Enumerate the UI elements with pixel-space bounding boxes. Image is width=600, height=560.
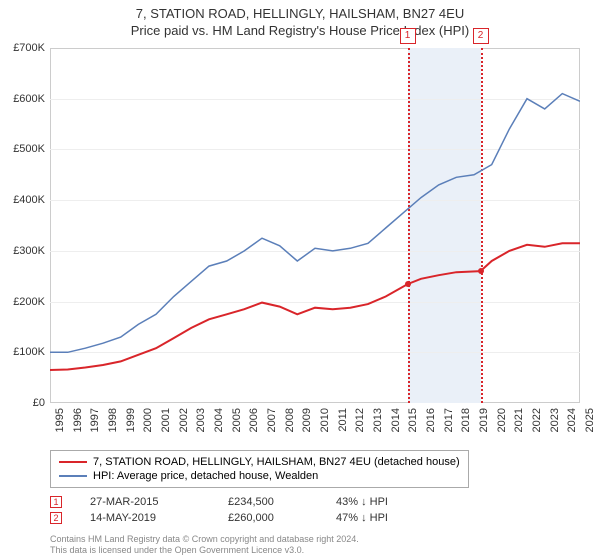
- x-tick-label: 2013: [372, 408, 384, 432]
- y-tick-label: £300K: [13, 245, 45, 257]
- chart-area: £0£100K£200K£300K£400K£500K£600K£700K199…: [50, 48, 580, 403]
- chart-title-line1: 7, STATION ROAD, HELLINGLY, HAILSHAM, BN…: [0, 0, 600, 21]
- x-tick-label: 1997: [89, 408, 101, 432]
- transaction-diff: 43% ↓ HPI: [336, 496, 426, 508]
- transaction-price: £234,500: [228, 496, 308, 508]
- x-tick-label: 2025: [584, 408, 596, 432]
- x-tick-label: 2020: [496, 408, 508, 432]
- series-svg: [50, 48, 580, 403]
- footer: Contains HM Land Registry data © Crown c…: [50, 534, 359, 556]
- x-tick-label: 2007: [266, 408, 278, 432]
- x-tick-label: 2009: [301, 408, 313, 432]
- x-tick-label: 2018: [460, 408, 472, 432]
- x-tick-label: 1999: [125, 408, 137, 432]
- x-tick-label: 2005: [231, 408, 243, 432]
- x-tick-label: 2024: [566, 408, 578, 432]
- legend-label: 7, STATION ROAD, HELLINGLY, HAILSHAM, BN…: [93, 456, 460, 468]
- x-tick-label: 1995: [54, 408, 66, 432]
- legend-item: 7, STATION ROAD, HELLINGLY, HAILSHAM, BN…: [59, 455, 460, 469]
- plot-inner: [50, 48, 580, 403]
- x-tick-label: 2008: [284, 408, 296, 432]
- data-point-marker: [405, 281, 411, 287]
- chart-title-line2: Price paid vs. HM Land Registry's House …: [0, 21, 600, 38]
- legend-swatch: [59, 461, 87, 463]
- transaction-price: £260,000: [228, 512, 308, 524]
- x-tick-label: 2012: [354, 408, 366, 432]
- x-tick-label: 2014: [390, 408, 402, 432]
- x-tick-label: 2006: [248, 408, 260, 432]
- legend-swatch: [59, 475, 87, 477]
- x-tick-label: 2011: [337, 408, 349, 432]
- x-tick-label: 2021: [513, 408, 525, 432]
- x-tick-label: 2003: [195, 408, 207, 432]
- y-tick-label: £700K: [13, 42, 45, 54]
- transaction-marker: 2: [50, 512, 62, 524]
- y-tick-label: £400K: [13, 194, 45, 206]
- y-tick-label: £0: [33, 397, 45, 409]
- transaction-diff: 47% ↓ HPI: [336, 512, 426, 524]
- legend-label: HPI: Average price, detached house, Weal…: [93, 470, 318, 482]
- footer-line1: Contains HM Land Registry data © Crown c…: [50, 534, 359, 545]
- transaction-row: 2 14-MAY-2019 £260,000 47% ↓ HPI: [50, 510, 426, 526]
- transactions-table: 1 27-MAR-2015 £234,500 43% ↓ HPI 2 14-MAY-201…: [50, 494, 426, 526]
- series-line: [50, 243, 580, 370]
- y-tick-label: £100K: [13, 346, 45, 358]
- x-tick-label: 2004: [213, 408, 225, 432]
- y-tick-label: £600K: [13, 93, 45, 105]
- reference-marker: 1: [400, 28, 416, 44]
- transaction-date: 14-MAY-2019: [90, 512, 200, 524]
- reference-marker: 2: [473, 28, 489, 44]
- x-tick-label: 2001: [160, 408, 172, 432]
- x-tick-label: 1998: [107, 408, 119, 432]
- x-tick-label: 2010: [319, 408, 331, 432]
- legend-item: HPI: Average price, detached house, Weal…: [59, 469, 460, 483]
- legend: 7, STATION ROAD, HELLINGLY, HAILSHAM, BN…: [50, 450, 469, 488]
- x-tick-label: 2002: [178, 408, 190, 432]
- x-tick-label: 2000: [142, 408, 154, 432]
- series-line: [50, 94, 580, 353]
- transaction-date: 27-MAR-2015: [90, 496, 200, 508]
- chart-container: 7, STATION ROAD, HELLINGLY, HAILSHAM, BN…: [0, 0, 600, 560]
- y-tick-label: £200K: [13, 296, 45, 308]
- footer-line2: This data is licensed under the Open Gov…: [50, 545, 359, 556]
- x-tick-label: 1996: [72, 408, 84, 432]
- transaction-row: 1 27-MAR-2015 £234,500 43% ↓ HPI: [50, 494, 426, 510]
- x-tick-label: 2016: [425, 408, 437, 432]
- x-tick-label: 2023: [549, 408, 561, 432]
- data-point-marker: [478, 268, 484, 274]
- y-tick-label: £500K: [13, 143, 45, 155]
- x-tick-label: 2019: [478, 408, 490, 432]
- x-tick-label: 2022: [531, 408, 543, 432]
- x-tick-label: 2015: [407, 408, 419, 432]
- transaction-marker: 1: [50, 496, 62, 508]
- x-tick-label: 2017: [443, 408, 455, 432]
